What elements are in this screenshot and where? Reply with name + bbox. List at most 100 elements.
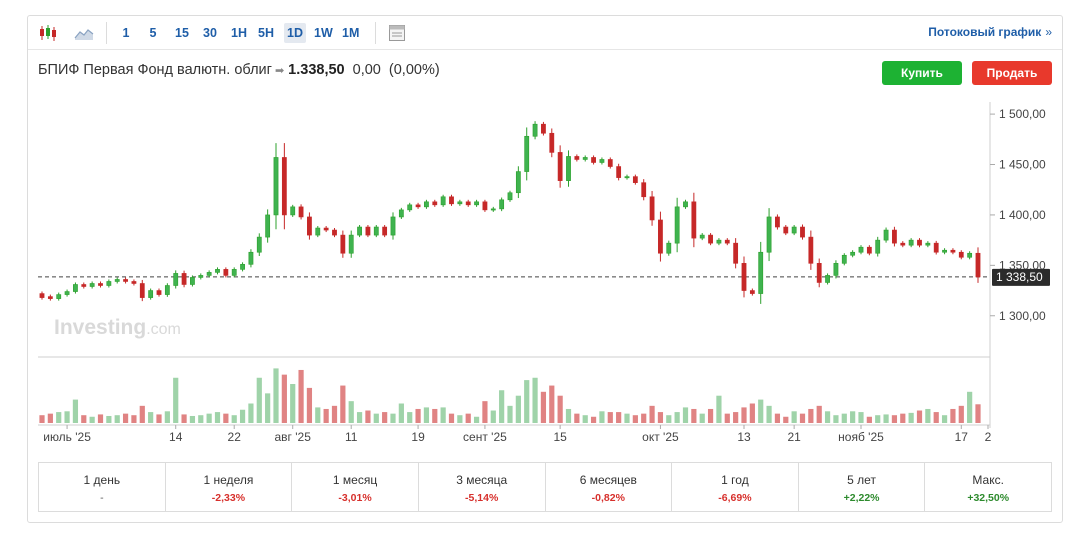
instrument-change: 0,00: [352, 62, 381, 78]
volume-bar: [958, 405, 964, 423]
candle-body: [348, 234, 354, 254]
volume-bar: [816, 405, 822, 423]
chart-widget: 1 5 15 30 1H 5H 1D 1W 1M Потоковый график» БПИФ …: [27, 15, 1063, 523]
performance-period: 5 лет: [847, 473, 876, 487]
candle-body: [908, 239, 914, 246]
volume-bar: [265, 393, 271, 423]
performance-cell[interactable]: 5 лет +2,22%: [799, 463, 926, 511]
volume-bar: [331, 405, 338, 423]
stream-chart-label: Потоковый график: [928, 25, 1042, 39]
y-tick-label: 1 450,00: [999, 158, 1046, 172]
candle-body: [632, 176, 638, 183]
candle-body: [474, 201, 479, 206]
candle-body: [515, 171, 521, 194]
volume-bar: [382, 412, 388, 423]
candle-body: [131, 281, 137, 284]
volume-bar: [799, 413, 806, 423]
candlestick-chart[interactable]: 1 500,001 450,001 400,001 350,001 300,00…: [28, 16, 1062, 456]
candle-body: [892, 229, 897, 244]
candle-body: [967, 252, 973, 258]
candle-body: [883, 229, 889, 241]
candle-body: [574, 156, 580, 160]
chevron-right-icon: »: [1045, 25, 1052, 39]
sell-button[interactable]: Продать: [972, 61, 1052, 85]
timeframe-1[interactable]: 1: [122, 26, 130, 40]
volume-bar: [81, 415, 87, 423]
volume-bar: [724, 413, 730, 423]
volume-bar: [824, 411, 831, 423]
candle-body: [858, 246, 864, 253]
performance-cell[interactable]: 6 месяцев -0,82%: [546, 463, 673, 511]
timeframe-15[interactable]: 15: [175, 26, 189, 40]
volume-bar: [515, 395, 521, 423]
volume-bar: [833, 415, 839, 423]
candle-body: [933, 242, 939, 253]
timeframe-1h[interactable]: 1H: [231, 26, 247, 40]
volume-bar: [273, 368, 279, 423]
volume-bar: [883, 414, 889, 423]
candle-body: [365, 226, 371, 236]
candle-body: [357, 226, 362, 236]
performance-period: 1 день: [83, 473, 121, 487]
x-tick-label: 17: [955, 430, 969, 444]
volume-bar: [139, 405, 145, 423]
volume-bar: [114, 415, 120, 423]
performance-cell[interactable]: 1 день -: [39, 463, 166, 511]
performance-period: 1 год: [721, 473, 749, 487]
volume-bar: [758, 399, 764, 423]
candle-body: [173, 273, 179, 286]
volume-bar: [440, 407, 446, 423]
volume-bar: [808, 408, 814, 423]
performance-cell[interactable]: Макс. +32,50%: [925, 463, 1051, 511]
timeframe-5h[interactable]: 5H: [258, 26, 274, 40]
timeframe-30[interactable]: 30: [203, 26, 217, 40]
volume-bar: [315, 407, 321, 423]
volume-bar: [89, 416, 95, 423]
candle-body: [699, 234, 705, 239]
candlestick-chart-icon[interactable]: [36, 22, 60, 44]
candle-body: [942, 249, 947, 253]
candle-body: [56, 294, 62, 299]
performance-cell[interactable]: 1 неделя -2,33%: [166, 463, 293, 511]
volume-bar: [565, 408, 572, 423]
volume-bar: [156, 414, 162, 423]
performance-cell[interactable]: 1 год -6,69%: [672, 463, 799, 511]
candle-body: [307, 216, 312, 236]
candle-body: [800, 226, 805, 238]
timeframe-1m[interactable]: 1M: [342, 26, 360, 40]
candle-body: [89, 283, 95, 287]
volume-bar: [72, 399, 79, 423]
performance-value: -0,82%: [591, 492, 625, 504]
x-tick-label: нояб '25: [838, 430, 884, 444]
buy-button[interactable]: Купить: [882, 61, 962, 85]
performance-cell[interactable]: 3 месяца -5,14%: [419, 463, 546, 511]
volume-bar: [532, 377, 538, 423]
candle-body: [900, 242, 906, 246]
candle-body: [917, 239, 922, 246]
performance-value: -2,33%: [211, 492, 246, 504]
volume-bar: [933, 412, 939, 423]
performance-cell[interactable]: 1 месяц -3,01%: [292, 463, 419, 511]
candle-body: [415, 204, 421, 208]
volume-bar: [356, 412, 363, 423]
candle-body: [833, 263, 839, 276]
candle-body: [424, 201, 429, 208]
volume-bar: [875, 415, 881, 423]
stream-chart-link[interactable]: Потоковый график»: [928, 25, 1052, 39]
timeframe-5[interactable]: 5: [149, 26, 157, 40]
volume-bar: [607, 412, 613, 423]
volume-bar: [348, 401, 354, 423]
investing-watermark: Investing.com: [54, 316, 181, 339]
volume-bar: [582, 415, 588, 423]
performance-value: +2,22%: [843, 492, 880, 504]
candle-body: [950, 249, 956, 253]
volume-bar: [540, 391, 547, 423]
chart-settings-icon[interactable]: [385, 22, 409, 44]
timeframe-1w[interactable]: 1W: [314, 26, 333, 40]
candle-body: [106, 281, 112, 286]
timeframe-1d[interactable]: 1D: [284, 23, 306, 43]
candle-body: [649, 196, 655, 221]
area-chart-icon[interactable]: [72, 22, 96, 44]
x-tick-label: июль '25: [43, 430, 91, 444]
volume-bar: [499, 390, 505, 423]
